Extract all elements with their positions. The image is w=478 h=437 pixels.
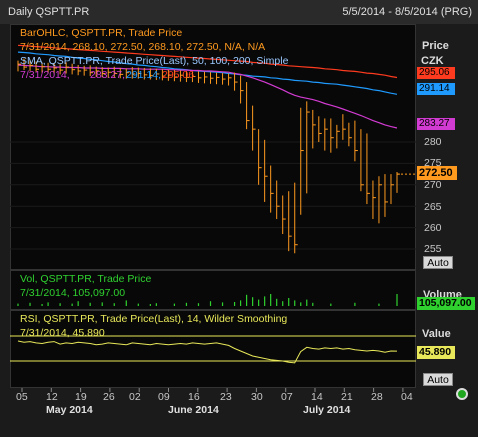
volume-bar	[221, 302, 224, 306]
volume-bar	[137, 303, 139, 306]
rsi-value-tag: 45.890	[417, 346, 455, 359]
volume-bar	[59, 303, 61, 306]
volume-bar	[288, 298, 290, 306]
connection-status-icon[interactable]	[456, 388, 468, 400]
sma-legend-date: 7/31/2014,	[20, 69, 70, 81]
price-tick-280: 280	[424, 136, 442, 148]
x-tick-jun-23: 23	[220, 391, 232, 403]
rsi-line	[17, 340, 398, 364]
sma100-price-tag: 291.14	[417, 83, 455, 95]
last-price-tag: 272.50	[417, 166, 457, 180]
volume-bar	[101, 302, 103, 306]
x-tick-may-26: 26	[103, 391, 115, 403]
volume-bar	[209, 301, 212, 306]
sma100-line	[17, 51, 398, 95]
sma200-legend-value: 283.27,	[90, 69, 126, 81]
rsi-legend-values: 7/31/2014, 45.890	[20, 327, 105, 339]
x-tick-may-12: 12	[46, 391, 58, 403]
volume-bar	[155, 303, 157, 306]
volume-bar	[239, 300, 242, 306]
price-axis-title: Price	[422, 40, 449, 52]
price-tick-260: 260	[424, 222, 442, 234]
x-month-july: July 2014	[303, 404, 351, 416]
volume-bar	[29, 302, 31, 306]
price-tick-265: 265	[424, 201, 442, 213]
volume-bar	[300, 302, 302, 306]
volume-legend-title: Vol, QSPTT.PR, Trade Price	[20, 273, 152, 285]
sma50-legend-value: 295.06	[162, 69, 195, 81]
rsi-legend-title: RSI, QSPTT.PR, Trade Price(Last), 14, Wi…	[20, 313, 288, 325]
volume-bar	[41, 304, 43, 306]
price-tick-270: 270	[424, 179, 442, 191]
chart-title: Daily QSPTT.PR	[8, 6, 90, 18]
x-tick-jul-14: 14	[311, 391, 323, 403]
volume-bar	[270, 294, 272, 306]
title-bar	[0, 0, 478, 24]
sma-legend-title: SMA, QSPTT.PR, Trade Price(Last), 50, 10…	[20, 55, 289, 67]
price-legend-values: 7/31/2014, 268.10, 272.50, 268.10, 272.5…	[20, 41, 266, 53]
volume-bar	[294, 300, 296, 306]
volume-bar	[233, 302, 236, 306]
sma200-price-tag: 283.27	[417, 118, 455, 130]
volume-bar	[113, 303, 115, 306]
volume-bar	[47, 302, 49, 306]
volume-bar	[396, 294, 398, 306]
volume-bar	[17, 303, 19, 306]
volume-bar	[77, 301, 79, 306]
sma100-legend-value: 291.14,	[126, 69, 162, 81]
volume-bar	[276, 298, 278, 306]
sma50-price-tag: 295.06	[417, 67, 455, 79]
volume-bar	[246, 294, 248, 306]
volume-bar	[312, 302, 314, 306]
rsi-auto-scale-button[interactable]: Auto	[423, 373, 453, 386]
price-axis-unit: CZK	[421, 55, 444, 67]
volume-bar	[264, 296, 266, 306]
volume-bar	[149, 304, 151, 306]
volume-bar	[125, 300, 127, 306]
price-auto-scale-button[interactable]: Auto	[423, 256, 453, 269]
volume-bar	[258, 299, 260, 306]
volume-bar	[282, 301, 284, 306]
x-month-may: May 2014	[46, 404, 93, 416]
price-tick-255: 255	[424, 243, 442, 255]
x-tick-jul-07: 07	[281, 391, 293, 403]
volume-bar	[89, 302, 91, 306]
volume-value-tag: 105,097.00	[417, 297, 475, 310]
x-tick-jul-28: 28	[371, 391, 383, 403]
x-tick-aug-04: 04	[401, 391, 413, 403]
date-range[interactable]: 5/5/2014 - 8/5/2014 (PRG)	[342, 6, 472, 18]
sma200-line	[17, 64, 398, 129]
volume-legend-values: 7/31/2014, 105,097.00	[20, 287, 126, 299]
volume-bar	[354, 302, 356, 306]
x-tick-jun-02: 02	[129, 391, 141, 403]
volume-bar	[378, 303, 380, 306]
volume-bar	[185, 302, 188, 306]
x-tick-jun-09: 09	[158, 391, 170, 403]
x-tick-may-05: 05	[16, 391, 28, 403]
x-tick-jun-30: 30	[251, 391, 263, 403]
x-tick-jun-16: 16	[188, 391, 200, 403]
volume-bar	[173, 303, 176, 306]
x-month-june: June 2014	[168, 404, 219, 416]
x-tick-may-19: 19	[75, 391, 87, 403]
rsi-axis-title: Value	[422, 328, 451, 340]
volume-bar	[71, 303, 73, 306]
sma50-line	[17, 44, 398, 79]
volume-bar	[197, 303, 200, 306]
volume-bar	[306, 299, 308, 306]
volume-bar	[252, 297, 254, 306]
price-legend-title: BarOHLC, QSPTT.PR, Trade Price	[20, 27, 183, 39]
x-tick-jul-21: 21	[341, 391, 353, 403]
volume-bar	[330, 303, 332, 306]
